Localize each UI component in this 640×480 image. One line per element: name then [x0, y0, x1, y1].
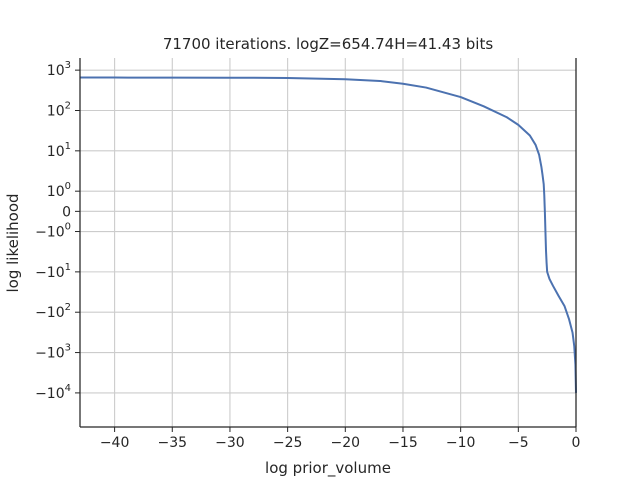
x-axis-label: log prior_volume: [265, 459, 391, 478]
y-tick-base: 10: [47, 103, 65, 119]
y-tick-base: −10: [35, 346, 65, 362]
x-tick-label: −25: [273, 435, 303, 451]
y-tick-label: 102: [47, 100, 71, 119]
x-tick-label: 0: [572, 435, 581, 451]
y-tick-label: −100: [35, 222, 71, 241]
y-tick-label: −102: [35, 302, 71, 321]
y-tick-label: −101: [35, 262, 71, 281]
x-tick-label: −15: [388, 435, 418, 451]
y-axis-label: log likelihood: [4, 193, 22, 292]
x-tick-label: −30: [215, 435, 245, 451]
grid-layer: [80, 58, 577, 427]
y-tick-base: −10: [35, 265, 65, 281]
y-tick-exponent: 0: [65, 181, 71, 192]
y-tick-base: 10: [47, 184, 65, 200]
y-tick-base: −10: [35, 305, 65, 321]
y-tick-base: −10: [35, 225, 65, 241]
x-tick-label: −10: [446, 435, 476, 451]
chart-title: 71700 iterations. logZ=654.74H=41.43 bit…: [163, 35, 494, 53]
y-tick-label: −104: [35, 383, 71, 402]
y-tick-exponent: 4: [65, 383, 71, 394]
y-tick-exponent: 0: [65, 222, 71, 233]
x-tick-label: −20: [331, 435, 361, 451]
y-tick-exponent: 1: [65, 141, 71, 152]
y-tick-label: 103: [47, 60, 71, 79]
y-tick-exponent: 3: [65, 60, 71, 71]
y-tick-label: 0: [62, 204, 71, 220]
y-tick-base: 10: [47, 144, 65, 160]
y-tick-label: 100: [47, 181, 71, 200]
y-tick-label: −103: [35, 343, 71, 362]
y-tick-base: 0: [62, 204, 71, 220]
x-tick-label: −40: [100, 435, 130, 451]
y-tick-exponent: 2: [65, 302, 71, 313]
x-tick-label: −35: [158, 435, 188, 451]
series-layer: [80, 76, 577, 393]
series-line: [80, 76, 577, 393]
axes-layer: −40 −35 −30 −25 −20 −15 −10 −5 01031021011000−10…: [35, 58, 580, 451]
y-tick-base: −10: [35, 386, 65, 402]
y-tick-base: 10: [47, 63, 65, 79]
y-tick-exponent: 3: [65, 343, 71, 354]
y-tick-exponent: 2: [65, 100, 71, 111]
y-tick-label: 101: [47, 141, 71, 160]
y-tick-exponent: 1: [65, 262, 71, 273]
x-tick-label: −5: [508, 435, 529, 451]
